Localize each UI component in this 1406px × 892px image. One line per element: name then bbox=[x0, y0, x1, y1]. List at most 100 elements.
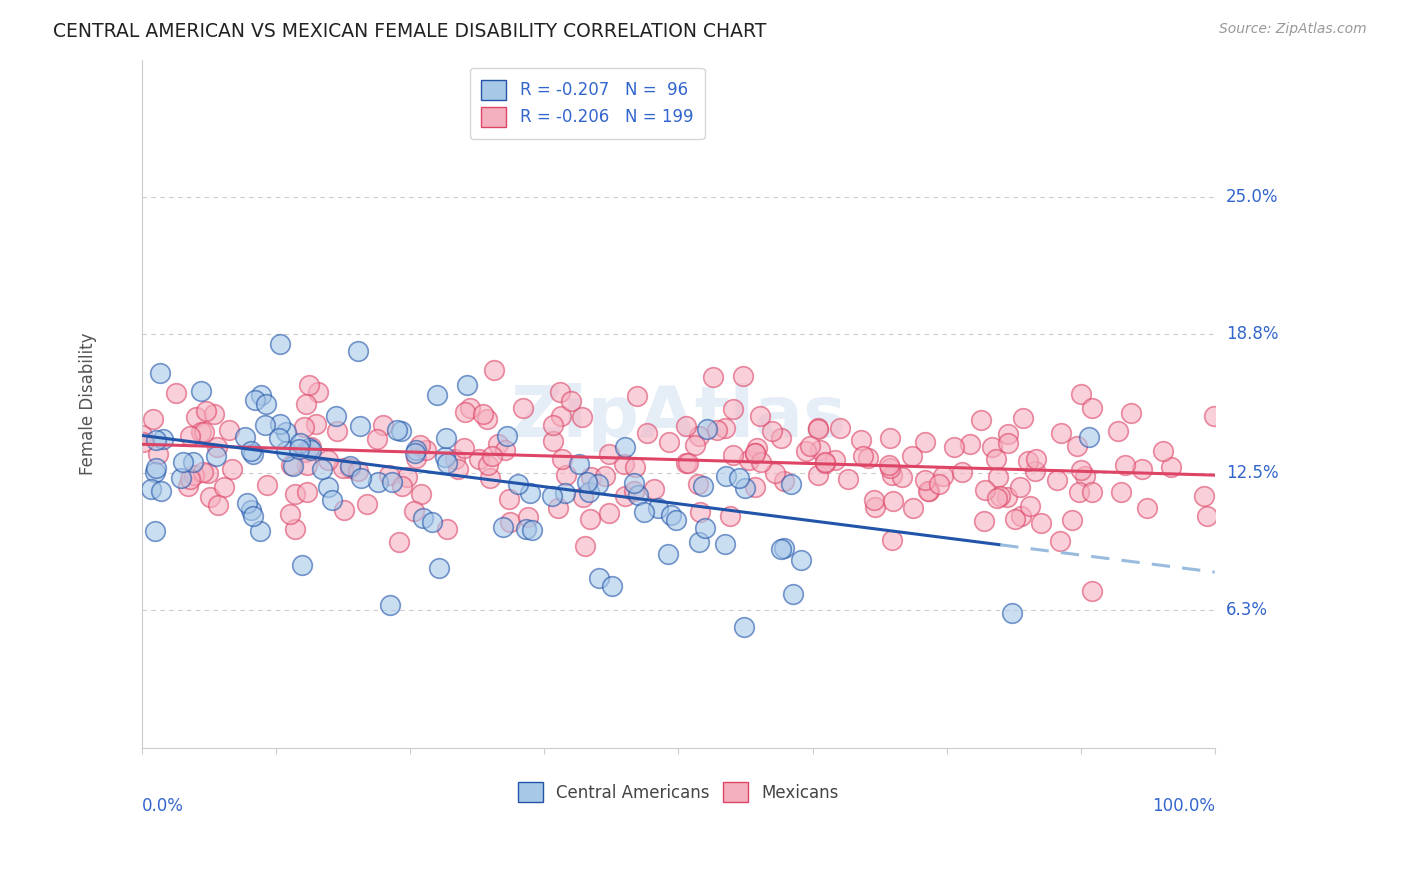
Text: ZipAtlas: ZipAtlas bbox=[510, 384, 846, 452]
Point bbox=[683, 438, 706, 452]
Point bbox=[550, 409, 572, 424]
Point bbox=[520, 523, 543, 537]
Point bbox=[426, 388, 449, 402]
Point bbox=[288, 436, 311, 450]
Point bbox=[249, 524, 271, 538]
Point bbox=[316, 480, 339, 494]
Point bbox=[623, 476, 645, 491]
Point bbox=[560, 393, 582, 408]
Point bbox=[614, 440, 637, 454]
Point bbox=[496, 429, 519, 443]
Point bbox=[256, 477, 278, 491]
Point bbox=[186, 409, 208, 424]
Point bbox=[284, 486, 307, 500]
Point bbox=[1029, 516, 1052, 530]
Point bbox=[686, 476, 709, 491]
Point bbox=[172, 455, 194, 469]
Point bbox=[468, 452, 491, 467]
Point bbox=[541, 418, 564, 433]
Point bbox=[554, 468, 576, 483]
Point bbox=[218, 423, 240, 437]
Point bbox=[598, 447, 620, 461]
Point bbox=[420, 515, 443, 529]
Point bbox=[170, 471, 193, 485]
Point bbox=[575, 475, 598, 489]
Point bbox=[142, 412, 165, 426]
Text: Source: ZipAtlas.com: Source: ZipAtlas.com bbox=[1219, 22, 1367, 37]
Point bbox=[918, 483, 941, 498]
Point bbox=[598, 506, 620, 520]
Point bbox=[799, 439, 821, 453]
Point bbox=[1195, 508, 1218, 523]
Point bbox=[1130, 461, 1153, 475]
Point bbox=[146, 447, 169, 461]
Point bbox=[239, 503, 262, 517]
Point bbox=[1017, 454, 1039, 468]
Point bbox=[304, 417, 326, 432]
Point bbox=[761, 425, 783, 439]
Text: 100.0%: 100.0% bbox=[1152, 797, 1215, 814]
Point bbox=[316, 453, 339, 467]
Point bbox=[454, 405, 477, 419]
Point bbox=[292, 419, 315, 434]
Point bbox=[444, 452, 467, 467]
Point bbox=[891, 469, 914, 483]
Point bbox=[378, 467, 401, 482]
Point bbox=[381, 475, 404, 489]
Point bbox=[568, 457, 591, 471]
Point bbox=[772, 474, 794, 488]
Point bbox=[1204, 409, 1226, 424]
Point bbox=[987, 470, 1010, 484]
Point bbox=[204, 449, 226, 463]
Point bbox=[695, 521, 717, 535]
Legend: Central Americans, Mexicans: Central Americans, Mexicans bbox=[512, 775, 845, 809]
Point bbox=[624, 460, 647, 475]
Point bbox=[366, 432, 388, 446]
Point bbox=[1136, 500, 1159, 515]
Text: 0.0%: 0.0% bbox=[142, 797, 184, 814]
Point bbox=[1152, 444, 1174, 458]
Point bbox=[350, 471, 373, 485]
Point bbox=[433, 450, 456, 465]
Text: CENTRAL AMERICAN VS MEXICAN FEMALE DISABILITY CORRELATION CHART: CENTRAL AMERICAN VS MEXICAN FEMALE DISAB… bbox=[53, 22, 766, 41]
Point bbox=[713, 421, 735, 435]
Point bbox=[547, 501, 569, 516]
Point bbox=[914, 473, 936, 487]
Point bbox=[143, 466, 166, 480]
Point bbox=[794, 444, 817, 458]
Point bbox=[181, 454, 204, 468]
Point bbox=[477, 411, 499, 425]
Point bbox=[984, 452, 1007, 467]
Point bbox=[332, 503, 354, 517]
Point bbox=[294, 445, 316, 459]
Point bbox=[1049, 533, 1071, 548]
Point bbox=[405, 451, 427, 466]
Point bbox=[516, 510, 538, 524]
Point bbox=[243, 392, 266, 407]
Point bbox=[613, 457, 636, 471]
Point bbox=[689, 504, 711, 518]
Point bbox=[950, 465, 973, 479]
Point bbox=[139, 482, 162, 496]
Point bbox=[688, 428, 710, 442]
Point bbox=[613, 489, 636, 503]
Point bbox=[882, 533, 904, 547]
Point bbox=[1081, 401, 1104, 415]
Point bbox=[149, 366, 172, 380]
Point bbox=[1111, 485, 1133, 500]
Point bbox=[932, 469, 955, 483]
Point bbox=[198, 490, 221, 504]
Point bbox=[284, 522, 307, 536]
Point bbox=[288, 442, 311, 457]
Point bbox=[749, 455, 772, 469]
Point bbox=[456, 377, 478, 392]
Point bbox=[307, 385, 329, 400]
Point bbox=[1192, 489, 1215, 503]
Point bbox=[731, 368, 754, 383]
Point bbox=[851, 434, 873, 448]
Point bbox=[256, 397, 278, 411]
Point bbox=[339, 458, 361, 473]
Point bbox=[339, 461, 361, 475]
Point bbox=[1114, 458, 1136, 472]
Point bbox=[852, 449, 875, 463]
